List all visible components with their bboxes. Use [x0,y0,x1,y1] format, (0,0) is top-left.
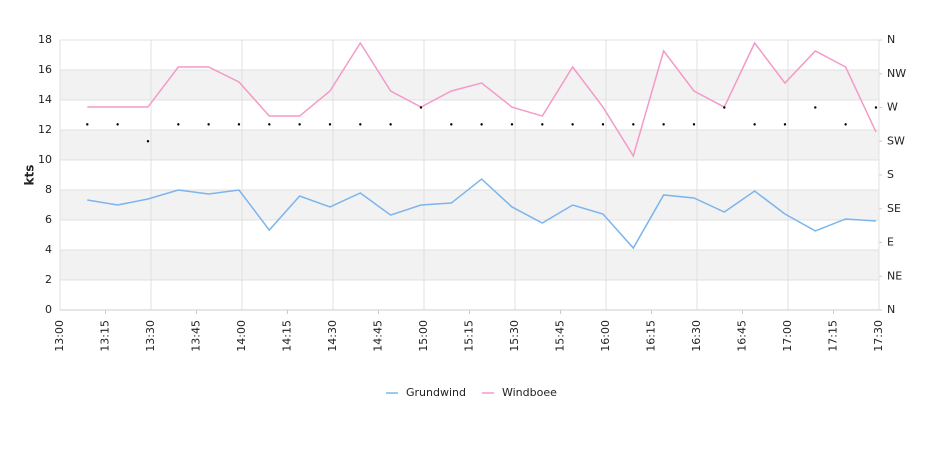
y-tick-label: 4 [45,243,52,256]
y2-tick-label: N [887,33,895,46]
legend-label: Windboee [502,386,557,399]
direction-dot [359,123,362,126]
legend-label: Grundwind [406,386,466,399]
y-tick-label: 8 [45,183,52,196]
direction-dot [510,123,514,126]
y2-tick-label: W [887,101,898,114]
x-tick-label: 15:00 [417,320,430,352]
direction-dot [844,123,847,126]
y2-tick-label: NW [887,67,906,80]
x-tick-label: 17:30 [872,320,885,352]
direction-dot [692,123,696,126]
direction-dot [146,140,150,143]
direction-dot [389,123,392,126]
direction-dot [419,106,423,109]
x-tick-label: 14:45 [372,320,385,352]
direction-dot [268,123,271,126]
x-tick-label: 13:30 [144,320,157,352]
direction-dot [874,106,878,109]
direction-dot [328,123,332,126]
x-tick-label: 15:15 [463,320,476,352]
x-tick-label: 16:30 [690,320,703,352]
x-tick-label: 16:15 [645,320,658,352]
series-line [87,178,877,250]
direction-dot [632,123,635,126]
direction-dot [207,123,210,126]
x-tick-label: 13:45 [190,320,203,352]
direction-dot [723,106,726,109]
x-tick-label: 17:15 [827,320,840,352]
x-tick-label: 14:15 [281,320,294,352]
direction-dot [450,123,453,126]
direction-dot [237,123,241,126]
direction-dot [298,123,301,126]
y-tick-label: 10 [38,153,52,166]
y-tick-label: 14 [38,93,52,106]
x-tick-label: 15:30 [508,320,521,352]
y-axis-label: kts [23,165,37,186]
series-line [87,41,877,158]
y-tick-label: 16 [38,63,52,76]
x-tick-label: 14:30 [326,320,339,352]
direction-dot [177,123,180,126]
grid-band [60,130,879,160]
y2-tick-label: N [887,303,895,316]
y-tick-label: 2 [45,273,52,286]
y2-tick-label: E [887,236,894,249]
direction-dot [814,106,817,109]
x-tick-label: 13:00 [53,320,66,352]
y2-tick-label: NE [887,269,902,282]
direction-dot [783,123,787,126]
direction-dot [753,123,756,126]
direction-dot [541,123,544,126]
x-tick-label: 15:45 [554,320,567,352]
y-tick-label: 6 [45,213,52,226]
y2-tick-label: SE [887,202,901,215]
direction-dot [662,123,665,126]
grid-band [60,250,879,280]
y-tick-label: 18 [38,33,52,46]
direction-dot [480,123,483,126]
direction-dot [86,123,89,126]
x-tick-label: 17:00 [781,320,794,352]
y-tick-label: 12 [38,123,52,136]
x-tick-label: 16:45 [736,320,749,352]
x-tick-label: 13:15 [99,320,112,352]
y2-tick-label: S [887,168,894,181]
direction-dot [116,123,119,126]
x-tick-label: 16:00 [599,320,612,352]
grid-band [60,70,879,100]
y-tick-label: 0 [45,303,52,316]
direction-dot [571,123,574,126]
direction-dot [601,123,605,126]
y2-tick-label: SW [887,134,905,147]
x-tick-label: 14:00 [235,320,248,352]
grid-band [60,190,879,220]
